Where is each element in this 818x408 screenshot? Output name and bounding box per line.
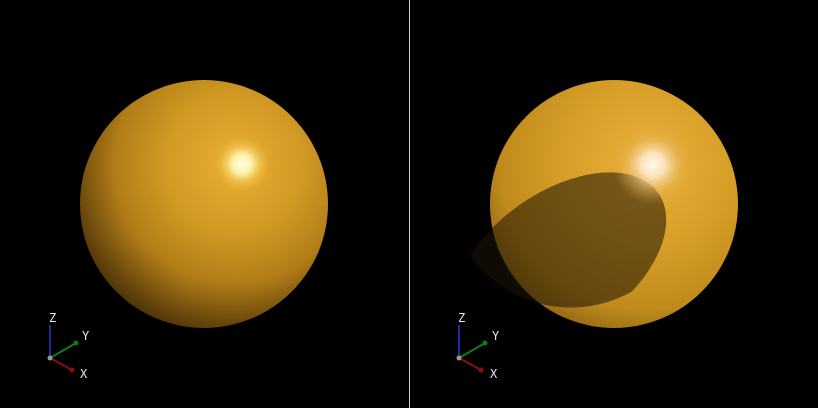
left-viewport[interactable]: Z Y X (0, 0, 409, 408)
y-axis-line (49, 342, 77, 359)
left-scene: Z Y X (47, 80, 328, 381)
y-axis-tip (482, 340, 488, 346)
y-axis-label: Y (492, 329, 500, 343)
z-axis-label: Z (458, 311, 465, 325)
x-axis-label: X (490, 367, 498, 381)
axes-origin (47, 355, 53, 361)
x-axis-line (458, 357, 482, 371)
left-sphere[interactable] (80, 80, 328, 328)
x-axis-label: X (80, 367, 88, 381)
right-axes-triad: Z Y X (456, 311, 500, 381)
z-axis-label: Z (49, 311, 56, 325)
x-axis-tip (478, 367, 484, 373)
y-axis-line (458, 342, 486, 359)
x-axis-tip (69, 367, 75, 373)
right-viewport[interactable]: Z Y X (410, 0, 818, 408)
left-sphere-body (80, 80, 328, 328)
axes-origin (456, 355, 462, 361)
right-sphere-highlight (613, 125, 693, 205)
right-sphere[interactable] (422, 80, 738, 388)
left-sphere-highlight (210, 132, 274, 196)
right-scene: Z Y X (422, 80, 738, 388)
y-axis-label: Y (82, 329, 90, 343)
left-axes-triad: Z Y X (47, 311, 90, 381)
viewport-divider[interactable] (409, 0, 410, 408)
x-axis-line (49, 357, 73, 371)
y-axis-tip (73, 340, 79, 346)
